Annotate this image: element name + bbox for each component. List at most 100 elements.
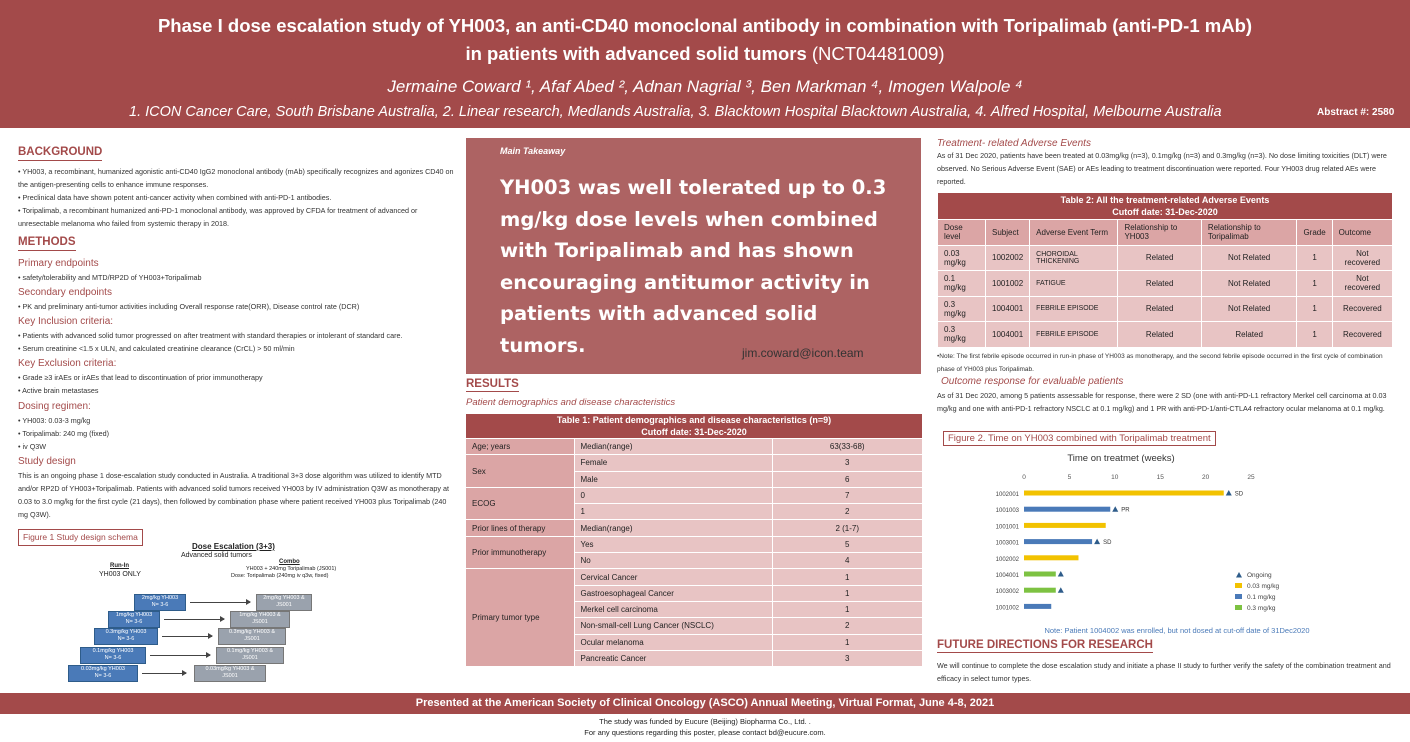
combo-heading: Combo	[279, 559, 300, 565]
takeaway-label: Main Takeaway	[500, 146, 566, 156]
table2-cell: CHOROIDAL THICKENING	[1029, 244, 1119, 271]
table2-row: 0.03 mg/kg 1002002 CHOROIDAL THICKENING Rel…	[936, 244, 1394, 271]
table1-value-cell: 2 (1-7)	[772, 519, 922, 537]
n-label: N= 3-6	[117, 636, 135, 642]
subject-label: 1002002	[996, 557, 1020, 563]
background-heading: BACKGROUND	[18, 146, 103, 161]
table2-cell: Not recovered	[1331, 270, 1394, 297]
poster-title-line2: in patients with advanced solid tumors (…	[0, 43, 1410, 65]
table2-cell: 0.1 mg/kg	[936, 270, 987, 297]
inclusion-item: • Patients with advanced solid tumor pro…	[18, 331, 403, 340]
dose-label: 2mg/kg YH003 &	[263, 595, 305, 601]
legend-swatch	[1235, 605, 1242, 610]
ongoing-triangle-icon	[1057, 587, 1064, 593]
table1-label-cell: Cervical Cancer	[574, 568, 773, 586]
table1-title: Table 1: Patient demographics and diseas…	[556, 415, 832, 425]
table2-cell: 1004001	[985, 295, 1031, 322]
dose-label: 0.03mg/kg YH003 &	[205, 666, 255, 672]
dose-label: 2mg/kg YH003	[141, 595, 179, 601]
table1-row: Age; years Median(range) 63(33-68)	[466, 438, 922, 456]
table1-row: No 4	[466, 552, 922, 570]
table1-group-cell: Age; years	[466, 438, 575, 456]
table2-cell: 1	[1296, 244, 1333, 271]
table1-label-cell: Pancreatic Cancer	[574, 650, 773, 668]
duration-bar	[1024, 490, 1224, 496]
table1-row: ECOG 0 7	[466, 487, 922, 521]
background-item: • Preclinical data have shown potent ant…	[18, 193, 332, 202]
table1-value-cell: 4	[772, 552, 922, 570]
table2-column-header: Adverse Event Term	[1029, 219, 1119, 246]
table1-label-cell: 0	[574, 487, 773, 505]
dosing-item: • Toripalimab: 240 mg (fixed)	[18, 429, 110, 438]
dose-label: 0.3mg/kg YH003 &	[228, 629, 276, 635]
inclusion-heading: Key Inclusion criteria:	[18, 316, 114, 327]
runin-dose-box: 0.03mg/kg YH003 N= 3-6	[68, 665, 138, 682]
exclusion-heading: Key Exclusion criteria:	[18, 358, 117, 369]
dose-label: 0.03mg/kg YH003	[81, 666, 125, 672]
subject-label: 1003002	[996, 589, 1020, 595]
table1-value-cell: 1	[772, 585, 922, 602]
table2-title: Table 2: All the treatment-related Adver…	[1060, 195, 1270, 205]
x-tick-label: 25	[1247, 474, 1255, 481]
schema-subtitle: Advanced solid tumors	[181, 552, 252, 559]
arrow-icon	[190, 599, 251, 605]
table1-row: Prior lines of therapy Median(range) 2 (1-…	[466, 519, 922, 537]
table2-adverse-events: Table 2: All the treatment-related Adver…	[936, 192, 1394, 348]
x-tick-label: 15	[1157, 474, 1165, 481]
chart-note: Note: Patient 1004002 was enrolled, but …	[1044, 626, 1309, 635]
table2-cell: Related	[1117, 321, 1202, 348]
table1-value-cell: 1	[772, 601, 922, 619]
figure2-title: Figure 2. Time on YH003 combined with To…	[943, 431, 1216, 446]
dose-label: 1mg/kg YH003	[115, 612, 153, 618]
outcome-heading: Outcome response for evaluable patients	[941, 376, 1124, 387]
figure1-title: Figure 1 Study design schema	[18, 529, 143, 546]
table2-cell: 1	[1296, 295, 1333, 322]
legend-label: 0.1 mg/kg	[1247, 594, 1276, 601]
legend-label: 0.3 mg/kg	[1247, 605, 1276, 612]
n-label: N= 3-6	[94, 673, 112, 679]
results-subheading: Patient demographics and disease charact…	[466, 397, 676, 408]
table1-value-cell: 3	[772, 454, 922, 472]
table1-value-cell: 2	[772, 503, 922, 521]
table2-cell: 1	[1296, 270, 1333, 297]
combo-dose-box: 0.3mg/kg YH003 & JS001	[218, 628, 286, 645]
table1-value-cell: 3	[772, 650, 922, 668]
runin-dose-box: 1mg/kg YH003 N= 3-6	[108, 611, 160, 628]
chart-title: Time on treatmet (weeks)	[1067, 453, 1174, 464]
ongoing-triangle-icon	[1112, 506, 1119, 512]
trae-heading: Treatment- related Adverse Events	[937, 138, 1091, 149]
left-column: BACKGROUND • YH003, a recombinant, human…	[18, 146, 458, 546]
abstract-number: Abstract #: 2580	[1317, 107, 1395, 118]
duration-bar	[1024, 587, 1056, 593]
results-heading: RESULTS	[466, 378, 519, 392]
table1-label-cell: Non-small-cell Lung Cancer (NSCLC)	[574, 617, 773, 635]
table2-cell: 1	[1296, 321, 1333, 348]
table1-demographics: Table 1: Patient demographics and diseas…	[466, 414, 922, 668]
table1-label-cell: Median(range)	[574, 438, 773, 456]
runin-dose-box: 0.3mg/kg YH003 N= 3-6	[94, 628, 158, 645]
table2-cell: 0.03 mg/kg	[936, 244, 987, 271]
authors: Jermaine Coward ¹, Afaf Abed ², Adnan Na…	[387, 77, 1023, 96]
n-label: N= 3-6	[104, 655, 122, 661]
duration-bar	[1024, 555, 1079, 561]
outcome-text: As of 31 Dec 2020, among 5 patients asse…	[937, 391, 1387, 413]
table1-group-cell: Prior lines of therapy	[466, 519, 575, 537]
drug-label: JS001	[222, 673, 238, 679]
table1-value-cell: 1	[772, 634, 922, 651]
primary-endpoints-heading: Primary endpoints	[18, 258, 99, 269]
secondary-endpoints: • PK and preliminary anti-tumor activiti…	[18, 302, 360, 311]
table2-row: 0.1 mg/kg 1001002 FATIGUE Related Not Relate…	[936, 270, 1394, 297]
dosing-item: • iv Q3W	[18, 442, 47, 451]
runin-label: YH003 ONLY	[99, 571, 141, 578]
table1-label-cell: Gastroesophageal Cancer	[574, 585, 773, 602]
dose-label: 0.1mg/kg YH003 &	[226, 648, 274, 654]
table1-value-cell: 2	[772, 617, 922, 635]
duration-bar	[1024, 506, 1111, 512]
dosing-item: • YH003: 0.03-3 mg/kg	[18, 416, 91, 425]
table2-cell: 1002002	[985, 244, 1031, 271]
dosing-heading: Dosing regimen:	[18, 401, 91, 412]
table1-group-cell: ECOG	[466, 487, 575, 521]
table1-label-cell: Male	[574, 471, 773, 488]
table1-value-cell: 6	[772, 471, 922, 488]
dose-label: 1mg/kg YH003 &	[239, 612, 281, 618]
